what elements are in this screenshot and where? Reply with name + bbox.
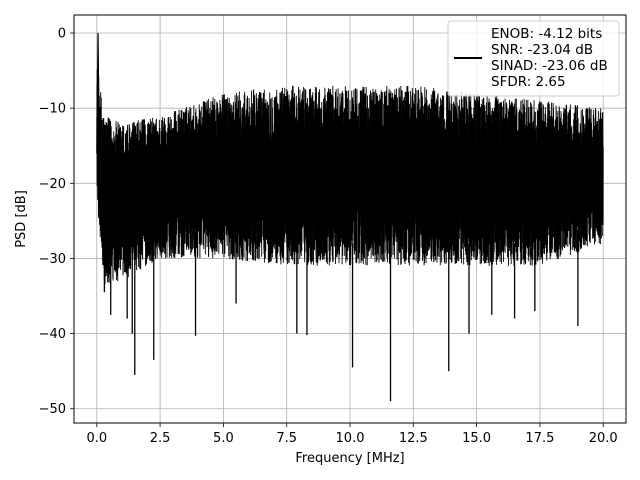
y-tick-label: −30: [39, 252, 66, 267]
x-tick-label: 7.5: [276, 431, 297, 446]
y-axis-ticks: 0 −10 −20 −30 −40 −50: [39, 27, 74, 417]
x-tick-label: 0.0: [86, 431, 107, 446]
x-tick-label: 17.5: [525, 431, 554, 446]
x-tick-label: 12.5: [399, 431, 428, 446]
y-tick-label: 0: [58, 27, 66, 42]
x-tick-label: 5.0: [213, 431, 234, 446]
x-axis-label: Frequency [MHz]: [295, 451, 404, 466]
x-tick-label: 2.5: [150, 431, 171, 446]
y-tick-label: −40: [39, 327, 66, 342]
legend-line-sinad: SINAD: -23.06 dB: [491, 58, 608, 74]
psd-peak: [96, 33, 100, 169]
x-tick-label: 15.0: [462, 431, 491, 446]
legend-line-snr: SNR: -23.04 dB: [491, 42, 593, 58]
legend: ENOB: -4.12 bits SNR: -23.04 dB SINAD: -…: [447, 20, 620, 97]
x-tick-label: 10.0: [336, 431, 365, 446]
x-axis-ticks: 0.0 2.5 5.0 7.5 10.0 12.5 15.0 17.5 20.0: [86, 423, 618, 446]
y-axis-label: PSD [dB]: [14, 190, 29, 248]
legend-box: [447, 20, 620, 97]
legend-line-sfdr: SFDR: 2.65: [491, 74, 566, 90]
x-tick-label: 20.0: [589, 431, 618, 446]
y-tick-label: −50: [39, 402, 66, 417]
psd-series-line: [96, 69, 604, 285]
legend-line-enob: ENOB: -4.12 bits: [491, 26, 602, 42]
y-tick-label: −10: [39, 102, 66, 117]
psd-trace: [96, 33, 604, 402]
y-tick-label: −20: [39, 177, 66, 192]
